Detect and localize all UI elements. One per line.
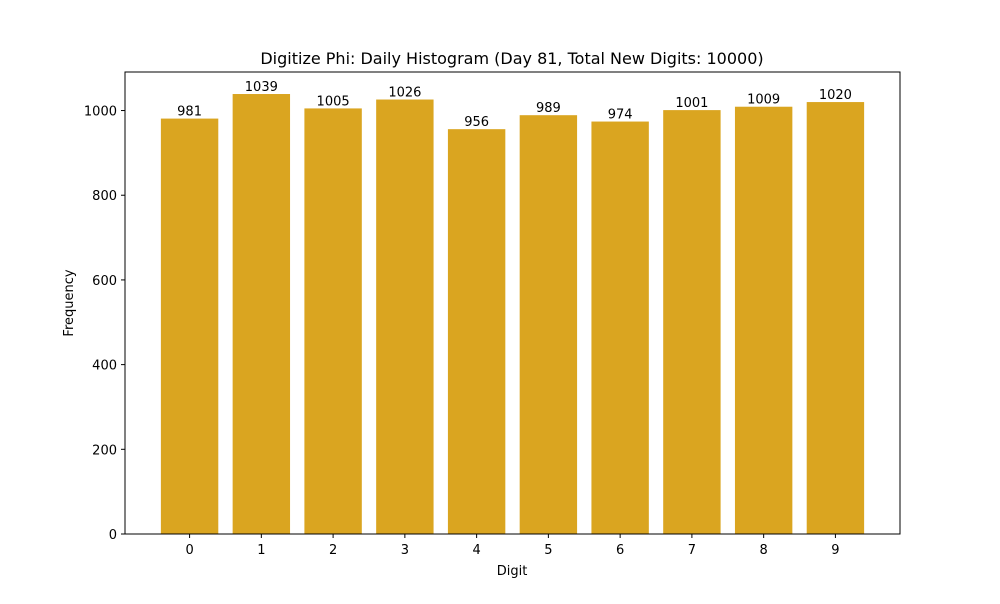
bar-digit-6	[591, 121, 649, 534]
x-tick-label: 4	[472, 543, 480, 558]
bar-value-label: 1039	[245, 80, 278, 95]
bar-digit-9	[806, 102, 865, 535]
bar-digit-1	[232, 94, 291, 534]
y-tick-label: 1000	[84, 105, 117, 120]
y-tick-label: 600	[92, 274, 117, 289]
bar-value-label: 1001	[675, 96, 708, 111]
x-axis-label: Digit	[497, 564, 528, 579]
y-tick-label: 400	[92, 359, 117, 374]
axes-frame	[124, 71, 901, 535]
y-tick-label: 800	[92, 189, 117, 204]
y-tick-label: 0	[109, 528, 117, 543]
x-tick-label: 3	[401, 543, 409, 558]
y-tick-label: 200	[92, 443, 117, 458]
x-tick-label: 8	[760, 543, 768, 558]
bar-digit-0	[160, 118, 219, 534]
bar-digit-3	[376, 99, 434, 534]
y-axis-ticks: 0 200 400 600 800 1000	[84, 105, 125, 543]
bar-digit-8	[734, 106, 793, 534]
bar-digit-2	[304, 108, 362, 534]
bar-value-label: 1020	[819, 88, 852, 103]
bar-labels-group: 981 1039 1005 1026 956 989 974 1001 1009 1020	[177, 80, 852, 130]
x-tick-label: 6	[616, 543, 624, 558]
x-tick-label: 0	[185, 543, 193, 558]
bar-value-label: 1005	[317, 94, 350, 109]
bar-value-label: 1009	[747, 93, 780, 108]
x-tick-label: 5	[544, 543, 552, 558]
bar-value-label: 956	[464, 115, 489, 130]
y-axis-label: Frequency	[62, 269, 77, 336]
bar-digit-5	[519, 115, 578, 535]
chart-title: Digitize Phi: Daily Histogram (Day 81, T…	[260, 49, 763, 68]
x-tick-label: 2	[329, 543, 337, 558]
bar-value-label: 989	[536, 101, 561, 116]
x-tick-label: 9	[831, 543, 839, 558]
x-axis-ticks: 0 1 2 3 4 5 6 7 8 9	[185, 534, 840, 558]
bar-digit-4	[447, 129, 506, 535]
bar-value-label: 1026	[388, 86, 421, 101]
x-tick-label: 7	[688, 543, 696, 558]
bar-value-label: 974	[608, 108, 633, 123]
bar-digit-7	[663, 110, 721, 535]
bars-group	[160, 94, 865, 535]
bar-value-label: 981	[177, 105, 202, 120]
x-tick-label: 1	[257, 543, 265, 558]
